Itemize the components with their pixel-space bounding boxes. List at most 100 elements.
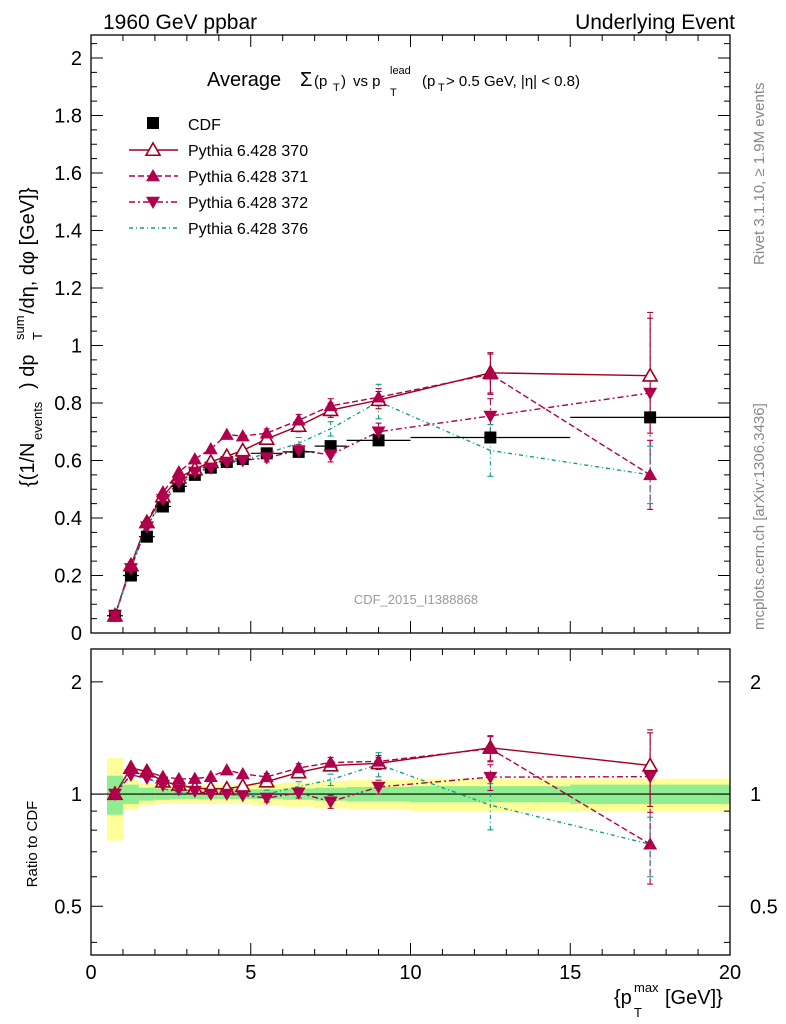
series-point: [323, 398, 338, 412]
x-tick-label: 5: [245, 962, 256, 984]
ratio-series-point: [187, 785, 202, 799]
legend-label-376: Pythia 6.428 376: [188, 221, 308, 238]
y-tick-label: 1.2: [54, 278, 82, 300]
cdf-point: [644, 411, 657, 424]
y-tick-label: 0.6: [54, 451, 82, 473]
series-point: [291, 413, 306, 426]
ratio-series-point: [371, 781, 386, 794]
y-tick-label: 1.8: [54, 106, 82, 128]
legend-marker: [146, 196, 160, 209]
series-point: [259, 426, 274, 439]
ratio-series-point: [641, 756, 659, 772]
legend-label-cdf: CDF: [188, 117, 221, 134]
svg-text:T: T: [438, 82, 445, 94]
x-tick-label: 20: [719, 962, 741, 984]
series-point: [234, 441, 252, 457]
ratio-series-point: [483, 741, 498, 754]
svg-text:) dp: ) dp: [17, 355, 39, 389]
cdf-point: [156, 500, 169, 513]
header-left: 1960 GeV ppbar: [103, 11, 257, 34]
svg-text:Σ: Σ: [300, 69, 312, 91]
series-point: [643, 467, 658, 481]
y-tick-label: 1.4: [54, 221, 82, 243]
series-point: [203, 442, 218, 455]
y-tick-label: 1: [71, 336, 82, 358]
ratio-y-tick-label-right: 1: [750, 784, 761, 806]
y-axis-label: {(1/N events ) dp sum T /dη, dφ [GeV]}: [12, 187, 45, 487]
x-tick-label: 0: [85, 962, 96, 984]
series-point: [187, 452, 202, 465]
ratio-series-line: [114, 763, 651, 845]
svg-text:> 0.5 GeV, |η| < 0.8): > 0.5 GeV, |η| < 0.8): [446, 73, 580, 90]
series-point: [323, 449, 338, 462]
series-point: [483, 367, 498, 380]
x-tick-label: 10: [399, 962, 421, 984]
ratio-y-tick-label: 1: [71, 784, 82, 806]
legend-label-370: Pythia 6.428 370: [188, 143, 308, 160]
svg-text:Average: Average: [207, 69, 281, 91]
rivet-label: Rivet 3.1.10, ≥ 1.9M events: [751, 83, 768, 266]
ratio-series-point: [235, 790, 250, 803]
ratio-series-point: [291, 787, 306, 800]
series-point: [235, 429, 250, 442]
series-point: [187, 466, 202, 479]
ratio-y-tick-label-right: 2: [750, 672, 761, 694]
series-point: [235, 455, 250, 468]
header-right: Underlying Event: [575, 11, 735, 34]
mcplots-label: mcplots.cern.ch [arXiv:1306.3436]: [751, 403, 768, 630]
cdf-point: [124, 569, 137, 582]
series-line: [114, 373, 651, 616]
series-point: [107, 610, 122, 623]
ratio-series-point: [643, 771, 658, 784]
series-point: [203, 462, 218, 475]
series-point: [171, 476, 186, 490]
series-point: [171, 465, 186, 478]
svg-text:{(1/N: {(1/N: [17, 443, 39, 487]
legend-label-372: Pythia 6.428 372: [188, 195, 308, 212]
legend: CDF Pythia 6.428 370 Pythia 6.428 371 Py…: [129, 117, 308, 238]
svg-text:T: T: [390, 87, 397, 99]
series-point: [371, 426, 386, 439]
ratio-series-point: [171, 771, 186, 785]
svg-text:[GeV]}: [GeV]}: [665, 987, 723, 1009]
x-tick-label: 15: [559, 962, 581, 984]
series-point: [291, 445, 306, 458]
svg-text:vs p: vs p: [353, 73, 381, 90]
ratio-y-tick-label: 2: [71, 672, 82, 694]
svg-text:T: T: [333, 82, 340, 94]
series-point: [259, 452, 274, 465]
legend-marker-cdf: [147, 117, 159, 129]
ratio-series-point: [155, 769, 170, 782]
svg-text:max: max: [634, 980, 659, 995]
ratio-series-point: [259, 792, 274, 805]
ratio-series-point: [171, 784, 186, 797]
ratio-series-point: [323, 755, 338, 768]
ratio-series-point: [643, 837, 658, 850]
cdf-point: [324, 440, 337, 453]
ratio-series-point: [259, 769, 274, 783]
series-point: [371, 390, 386, 403]
series-point: [643, 387, 658, 400]
ratio-y-tick-label-right: 0.5: [750, 896, 778, 918]
ratio-series-point: [371, 754, 386, 767]
y-tick-label: 2: [71, 48, 82, 70]
ratio-series-point: [219, 788, 234, 802]
main-panel: [90, 34, 731, 634]
x-axis-label: {p max T [GeV]}: [614, 980, 723, 1020]
series-point: [139, 521, 154, 534]
cdf-point: [484, 431, 497, 444]
series-point: [483, 410, 498, 423]
ratio-series-point: [139, 772, 154, 785]
series-point: [219, 456, 234, 469]
series-point: [123, 563, 138, 576]
series-line: [114, 392, 651, 616]
ratio-series-point: [291, 761, 306, 774]
y-tick-label: 1.6: [54, 163, 82, 185]
legend-label-371: Pythia 6.428 371: [188, 169, 308, 186]
ratio-series-point: [483, 771, 498, 785]
cdf-point: [140, 530, 153, 543]
cdf-point: [372, 434, 385, 447]
svg-text:sum: sum: [12, 315, 27, 340]
ratio-series-point: [187, 771, 202, 784]
ratio-series-point: [155, 779, 170, 793]
